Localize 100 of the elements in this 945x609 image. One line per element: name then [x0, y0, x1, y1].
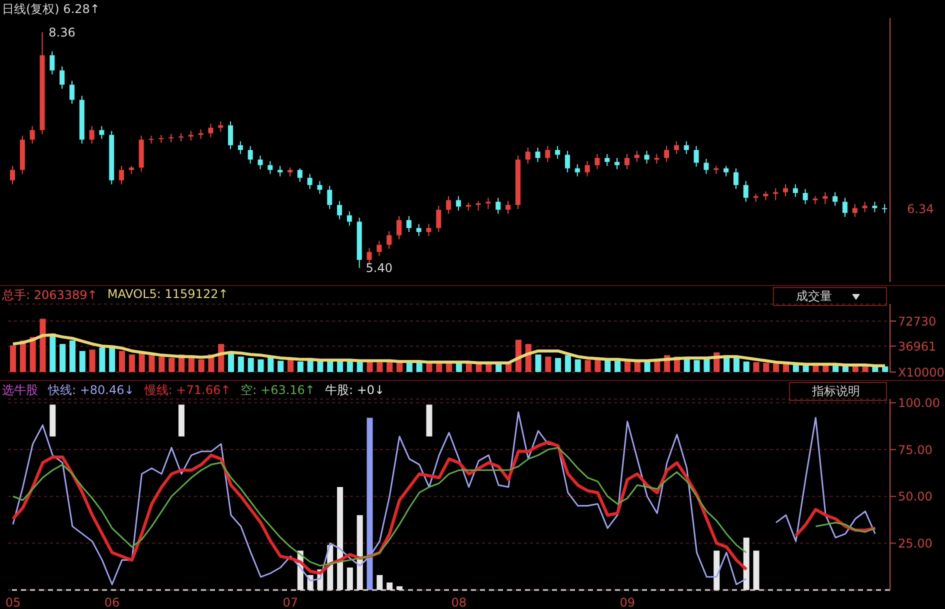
bar — [773, 364, 780, 372]
candlestick — [119, 165, 124, 185]
candlestick — [733, 168, 738, 190]
candlestick — [604, 153, 610, 166]
candlestick — [228, 120, 234, 150]
candlestick — [99, 126, 104, 140]
candlestick — [872, 201, 878, 213]
candlestick — [248, 146, 253, 164]
bar — [743, 361, 750, 372]
bar — [148, 355, 155, 372]
bar — [297, 361, 304, 372]
candlestick — [60, 66, 65, 90]
bar — [733, 358, 740, 372]
line-series — [11, 333, 887, 368]
text: 成交量 — [796, 288, 832, 305]
candlestick — [802, 188, 808, 205]
bar — [555, 358, 562, 372]
bar — [356, 361, 363, 372]
candlestick — [555, 146, 560, 160]
candlestick — [50, 50, 55, 75]
bar — [178, 404, 184, 436]
candlestick — [724, 165, 729, 177]
candlestick — [862, 201, 868, 213]
bar — [128, 354, 135, 372]
bar — [188, 356, 194, 372]
bar — [426, 362, 432, 372]
bar — [376, 362, 383, 372]
bar — [426, 404, 432, 436]
candlestick — [456, 196, 461, 212]
y-tick-label: 75.00 — [898, 442, 932, 457]
candlestick — [386, 230, 392, 250]
bar — [60, 344, 66, 372]
candlestick — [436, 205, 442, 233]
bar — [248, 358, 254, 372]
candlestick — [832, 192, 838, 206]
bar — [564, 355, 571, 372]
bar — [69, 340, 76, 372]
candlestick — [278, 165, 283, 177]
candlestick — [10, 165, 15, 185]
text: 6.34 — [907, 202, 934, 216]
candlestick — [545, 146, 550, 162]
candlestick — [258, 155, 263, 170]
candlestick — [297, 168, 302, 182]
x-tick-label: 06 — [104, 596, 120, 609]
bar — [714, 550, 720, 590]
candlestick — [376, 240, 382, 256]
bar — [30, 336, 36, 372]
candlestick — [535, 147, 540, 162]
y-tick-label: 25.00 — [898, 536, 932, 550]
bar — [278, 360, 284, 372]
candlestick — [476, 200, 481, 212]
candlestick — [366, 247, 372, 264]
candlestick — [327, 185, 332, 210]
bar — [50, 404, 56, 436]
text: MAVOL5: 1159122↑ — [107, 287, 228, 303]
candlestick — [198, 128, 204, 140]
candlestick — [684, 140, 689, 154]
candlestick — [664, 146, 670, 162]
candlestick — [89, 126, 94, 144]
bar — [198, 359, 204, 372]
candlestick — [564, 150, 570, 173]
bar — [386, 582, 393, 590]
candlestick — [644, 150, 650, 164]
bar — [99, 347, 106, 372]
bar — [168, 358, 175, 372]
candlestick — [882, 204, 888, 214]
candlestick — [317, 180, 322, 194]
bar — [20, 340, 26, 372]
text: 指标说明 — [812, 383, 860, 400]
bar — [782, 364, 789, 372]
bar — [694, 360, 700, 372]
y-tick-label: 100.00 — [898, 396, 940, 410]
x-tick-label: 08 — [451, 596, 467, 609]
candlestick — [594, 153, 600, 170]
bar — [138, 352, 145, 372]
candlestick — [268, 160, 273, 174]
chart-title: 日线(复权) 6.28↑ — [2, 1, 100, 18]
y-tick-label: 50.00 — [898, 490, 932, 504]
y-tick-label: 36961 — [898, 339, 936, 354]
x-tick-label: 09 — [620, 596, 636, 609]
bar — [584, 360, 591, 372]
candlestick — [238, 140, 243, 154]
bar — [456, 362, 462, 372]
candlestick — [773, 188, 778, 201]
annotation: 5.40 — [366, 261, 393, 276]
candlestick — [506, 200, 511, 214]
candlestick — [496, 197, 501, 214]
candlestick — [674, 140, 679, 154]
bar — [574, 359, 581, 372]
candlestick — [634, 150, 640, 162]
candlestick — [525, 147, 530, 164]
candlestick — [574, 164, 580, 177]
bar — [545, 356, 552, 372]
candlestick — [416, 224, 422, 237]
bar — [406, 362, 412, 372]
candlestick — [822, 192, 828, 205]
x-tick-label: 07 — [282, 596, 298, 609]
candlestick — [426, 224, 432, 237]
y-tick-label: 72730 — [898, 314, 936, 328]
candlestick — [584, 160, 590, 177]
